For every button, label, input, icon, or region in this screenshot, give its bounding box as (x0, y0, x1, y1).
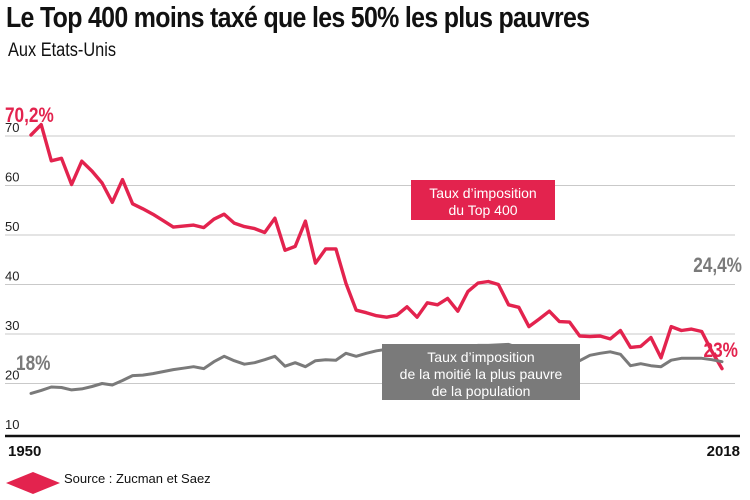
y-tick-label: 60 (5, 170, 19, 185)
legend-bottom50-label: Taux d’imposition (427, 349, 534, 365)
gridlines (5, 135, 735, 384)
legend-bottom50-box (382, 344, 580, 400)
y-tick-label: 50 (5, 219, 19, 234)
x-tick-label-end: 2018 (707, 443, 740, 460)
y-tick-label: 20 (5, 368, 19, 383)
label-bottom50-start: 18% (16, 353, 50, 376)
y-tick-label: 40 (5, 269, 19, 284)
chart-subtitle: Aux Etats-Unis (8, 40, 117, 61)
legend-top400-label: du Top 400 (448, 202, 517, 218)
y-tick-labels: 10 20 30 40 50 60 70 (5, 120, 19, 432)
series-lines (29, 122, 724, 395)
legend-top400-box (411, 180, 555, 220)
y-tick-label: 70 (5, 120, 19, 135)
source-diamond-icon (6, 472, 60, 494)
legend-top400-label: Taux d’imposition (429, 185, 536, 201)
y-tick-label: 30 (5, 318, 19, 333)
legend-bottom50-label: de la population (432, 383, 531, 399)
label-top400-end: 23% (704, 340, 738, 363)
y-tick-label: 10 (5, 417, 19, 432)
line-chart: 10 20 30 40 50 60 70 70,2% 18% 24,4% 23% Taux d’im… (5, 105, 742, 460)
label-top400-start: 70,2% (5, 105, 54, 128)
legend-bottom50-label: de la moitié la plus pauvre (400, 366, 563, 382)
chart-title: Le Top 400 moins taxé que les 50% les pl… (6, 2, 590, 34)
label-bottom50-end: 24,4% (693, 255, 742, 278)
source-note: Source : Zucman et Saez (64, 471, 211, 486)
x-tick-label-start: 1950 (8, 443, 41, 460)
x-axis: 1950 2018 (5, 434, 740, 460)
series-line-top400 (29, 122, 724, 371)
series-line-bottom50 (29, 342, 724, 395)
